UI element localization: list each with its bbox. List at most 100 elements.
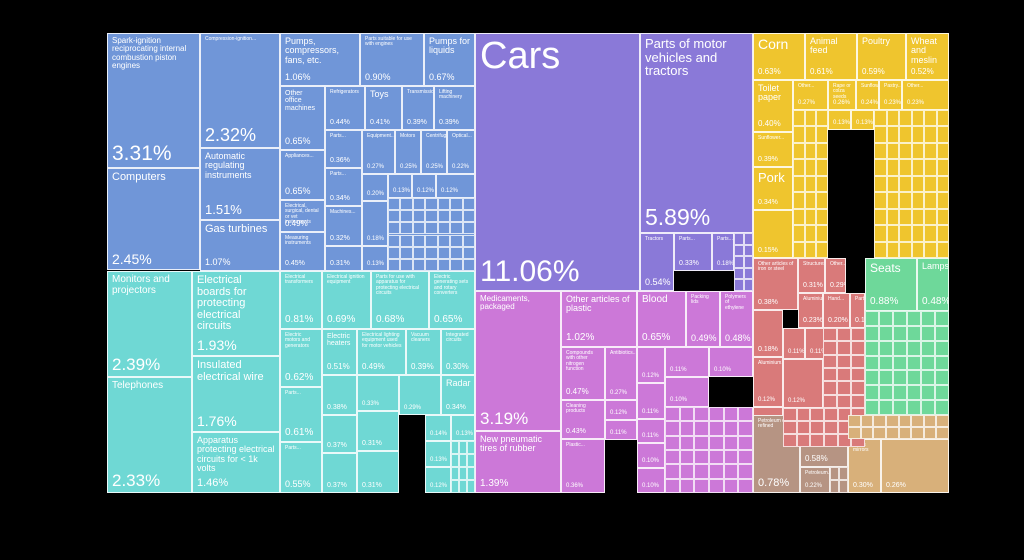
treemap-tile: New pneumatic tires of rubber 1.39% (475, 431, 561, 493)
tile-label: Spark-ignition reciprocating internal co… (112, 36, 187, 71)
treemap-tile: Electrical boards for protecting electri… (192, 271, 280, 356)
treemap-minor-tile (451, 467, 459, 480)
treemap-minor-tile (723, 435, 739, 450)
tile-value: 0.19% (855, 317, 865, 324)
tile-value: 0.31% (362, 482, 382, 489)
treemap-minor-tile (924, 241, 937, 258)
treemap-minor-tile (911, 159, 924, 176)
tile-label: Radar (446, 378, 471, 388)
tile-value: 0.45% (285, 260, 305, 267)
treemap-tile: Toilet paper 0.40% (753, 80, 793, 132)
treemap-tile: 0.12% (425, 467, 451, 493)
treemap-minor-tile (848, 415, 861, 427)
tile-value: 0.39% (407, 119, 427, 126)
treemap-tile: Equipment... 0.27% (362, 130, 395, 174)
treemap-minor-tile (865, 340, 879, 356)
treemap-tile: Lamps 0.48% (917, 258, 949, 311)
treemap-tile: Other articles of plastic 1.02% (561, 291, 637, 347)
treemap-tile: 0.14% (425, 415, 451, 441)
tile-label: Centrifuges (426, 133, 447, 139)
treemap-tile: 0.10% (665, 377, 709, 407)
treemap-tile: 0.38% (322, 375, 357, 415)
treemap-tile: 0.18% (753, 310, 783, 357)
tile-value: 0.13% (393, 188, 411, 194)
tile-value: 0.65% (642, 332, 671, 343)
treemap-tile: 0.12% (637, 347, 665, 383)
treemap-minor-tile (935, 340, 949, 356)
tile-label: Seats (870, 261, 901, 275)
tile-value: 0.31% (330, 260, 350, 267)
treemap-minor-tile (885, 415, 899, 427)
treemap-minor-tile (793, 208, 805, 226)
treemap-minor-tile (893, 325, 907, 341)
treemap-minor-tile (879, 325, 893, 341)
tile-value: 0.27% (367, 164, 385, 170)
treemap-tile: 0.31% (357, 411, 399, 451)
treemap-minor-tile (412, 246, 426, 259)
tile-label: Integrated circuits (446, 332, 469, 344)
treemap-minor-tile (936, 208, 949, 226)
tile-value: 0.30% (446, 362, 469, 371)
treemap-minor-tile (437, 258, 451, 271)
treemap-tile: 0.12% (412, 174, 436, 198)
treemap-minor-tile (400, 210, 413, 223)
treemap-minor-tile (936, 241, 949, 258)
treemap-minor-tile (462, 234, 475, 247)
treemap-minor-tile (874, 192, 887, 209)
tile-value: 0.37% (327, 482, 347, 489)
treemap-minor-tile (450, 258, 463, 271)
treemap-minor-tile (459, 480, 467, 493)
treemap-tile: Packing lids 0.49% (686, 291, 720, 347)
tile-label: Apparatus protecting electrical circuits… (197, 435, 275, 474)
treemap-tile: 0.10% (637, 443, 665, 468)
treemap-tile: Poultry 0.59% (857, 33, 906, 80)
treemap-minor-tile (886, 225, 899, 242)
treemap-minor-tile (709, 464, 724, 479)
treemap-minor-tile (886, 126, 899, 143)
treemap-minor-tile (874, 159, 887, 176)
treemap-minor-tile (936, 110, 949, 127)
treemap-minor-tile (804, 208, 817, 226)
tile-value: 0.51% (327, 362, 350, 371)
treemap-minor-tile (796, 434, 811, 447)
treemap-minor-tile (723, 464, 739, 479)
tile-label: Telephones (112, 380, 164, 391)
tile-label: Electric motors and generators (285, 332, 311, 349)
treemap-tile: 0.37% (322, 415, 357, 453)
treemap-minor-tile (936, 192, 949, 209)
tile-value: 0.11% (642, 433, 659, 439)
tile-value: 0.11% (642, 409, 659, 415)
treemap-minor-tile (851, 381, 865, 395)
treemap-minor-tile (816, 126, 828, 143)
tile-label: Polymers of ethylene (725, 294, 746, 311)
treemap-minor-tile (911, 142, 924, 160)
tile-value: 0.78% (758, 477, 790, 489)
treemap-minor-tile (907, 400, 921, 415)
treemap-tile: Vacuum cleaners 0.39% (406, 329, 441, 375)
treemap-tile: Pumps, compressors, fans, etc. 1.06% (280, 33, 360, 86)
treemap-minor-tile (911, 427, 924, 439)
tile-value: 0.39% (439, 119, 459, 126)
treemap-minor-tile (824, 421, 838, 434)
treemap-minor-tile (425, 222, 438, 235)
treemap-minor-tile (723, 421, 739, 436)
treemap-minor-tile (879, 340, 893, 356)
tile-value: 0.11% (610, 430, 627, 436)
treemap-minor-tile (851, 354, 865, 368)
treemap-minor-tile (924, 159, 937, 176)
treemap-minor-tile (924, 208, 937, 226)
treemap-minor-tile (694, 407, 709, 422)
treemap-tile: Parts... 0.33% (674, 233, 712, 271)
treemap-minor-tile (743, 244, 753, 257)
tile-value: 0.36% (330, 157, 350, 164)
treemap-minor-tile (886, 192, 899, 209)
treemap-minor-tile (450, 210, 463, 223)
tile-value: 0.39% (758, 156, 778, 163)
treemap-minor-tile (388, 246, 401, 259)
tile-label: Machines... (330, 209, 356, 215)
treemap-tile: 0.11% (637, 419, 665, 443)
treemap-minor-tile (837, 341, 851, 355)
treemap-tile: Other... 0.29% (825, 258, 846, 293)
treemap-minor-tile (837, 408, 852, 421)
